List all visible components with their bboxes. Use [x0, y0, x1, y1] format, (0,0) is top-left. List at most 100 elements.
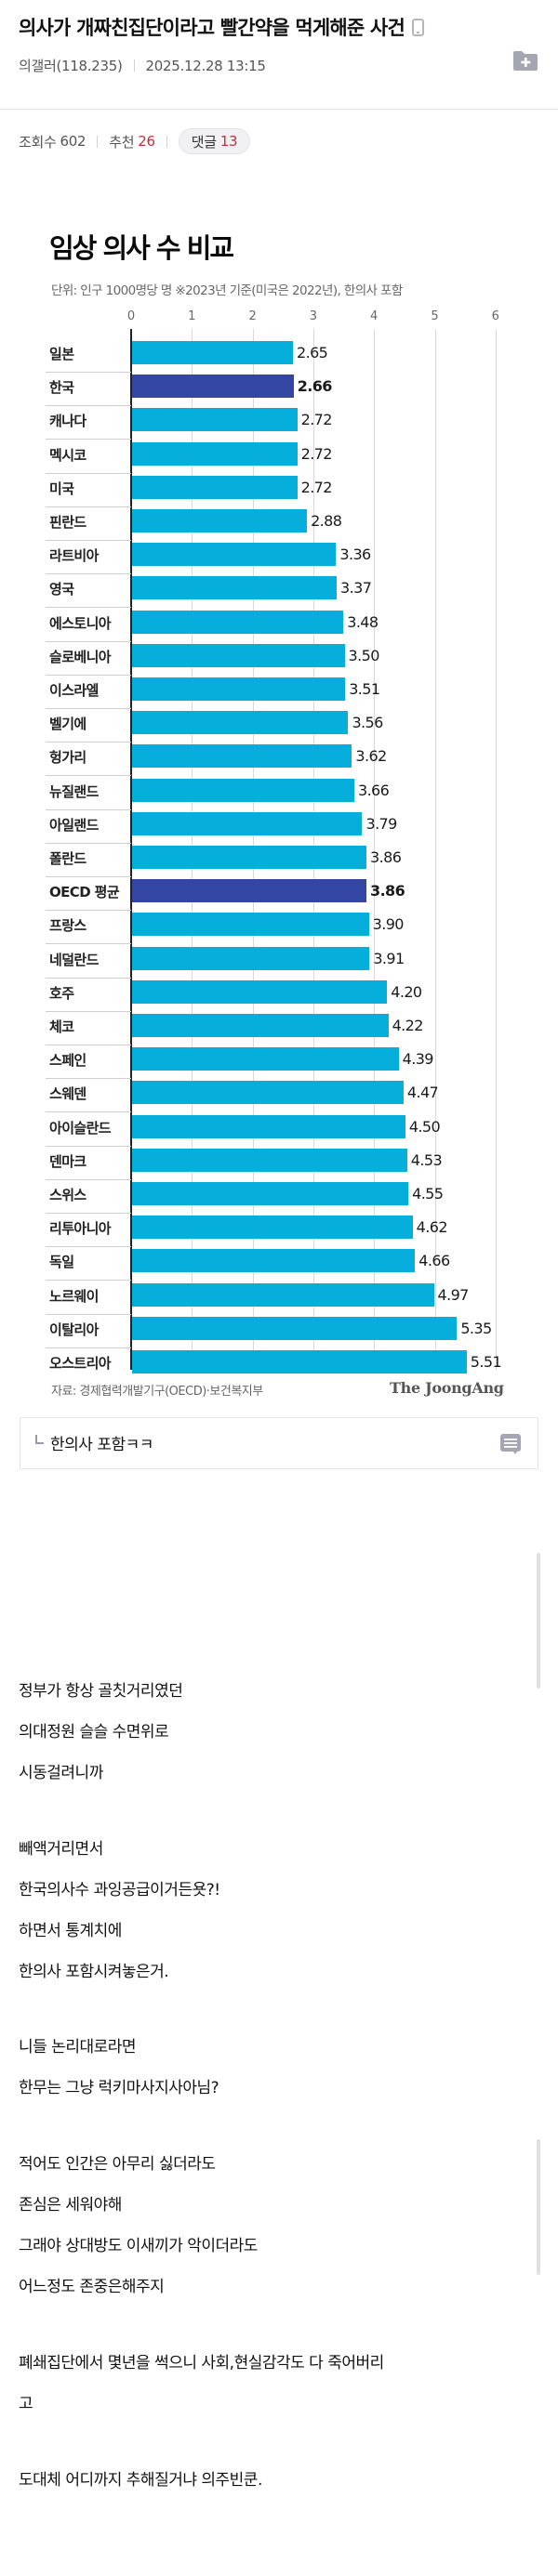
chart-row: 한국 2.66	[23, 372, 525, 407]
post-stats: 조회수 602 추천 26 댓글 13	[19, 128, 251, 154]
value-label: 3.62	[355, 747, 387, 766]
body-line: 그래야 상대방도 이새끼가 악이더라도	[19, 2237, 258, 2255]
chart-row: 영국 3.37	[23, 573, 525, 609]
scroll-grip[interactable]	[537, 1553, 540, 1689]
value-label: 3.91	[373, 949, 405, 967]
x-tick-label: 3	[309, 309, 318, 323]
comment-icon[interactable]	[499, 1433, 522, 1455]
bar	[132, 946, 370, 970]
views-label: 조회수	[19, 133, 57, 151]
bar	[132, 1282, 434, 1307]
category-label: 벨기에	[49, 716, 86, 733]
header-divider	[0, 109, 558, 110]
chart-row: 스페인 4.39	[23, 1045, 525, 1080]
folder-plus-button[interactable]	[512, 49, 539, 72]
comments-button[interactable]: 댓글 13	[178, 128, 251, 154]
value-label: 3.56	[352, 714, 383, 732]
category-label: 미국	[49, 480, 74, 497]
value-label: 4.55	[412, 1185, 444, 1203]
reply-arrow-icon	[35, 1435, 44, 1444]
body-line: 한의사 포함시켜놓은거.	[19, 1963, 169, 1981]
category-label: 스페인	[49, 1052, 86, 1070]
x-tick-label: 1	[188, 309, 196, 323]
category-label: 이탈리아	[49, 1321, 99, 1338]
bar	[132, 1047, 399, 1071]
x-tick-label: 5	[431, 309, 439, 323]
chart-row: 체코 4.22	[23, 1011, 525, 1045]
author-name[interactable]: 의갤러(118.235)	[19, 58, 123, 74]
chart-row: 호주 4.20	[23, 978, 525, 1012]
category-label: 프랑스	[49, 917, 86, 935]
row-separator	[46, 742, 131, 743]
bar	[132, 543, 337, 567]
row-separator	[46, 1111, 131, 1113]
category-label: 아이슬란드	[49, 1119, 112, 1137]
bar	[132, 610, 344, 634]
gridline	[434, 329, 436, 1370]
category-label: 에스토니아	[49, 614, 112, 632]
row-separator	[46, 540, 131, 541]
body-line: 니들 논리대로라면	[19, 2038, 137, 2057]
value-label: 3.66	[357, 781, 390, 799]
reply-comment-text: 한의사 포함ㅋㅋ	[50, 1436, 153, 1454]
category-label: 핀란드	[49, 514, 86, 531]
bar	[132, 879, 367, 903]
category-label: 영국	[49, 581, 74, 598]
value-label: 3.36	[339, 545, 371, 564]
value-label: 2.72	[300, 478, 333, 496]
row-separator	[46, 1010, 131, 1012]
chart-row: 멕시코 2.72	[23, 440, 525, 474]
chart-subtitle: 단위: 인구 1000명당 명 ※2023년 기준(미국은 2022년), 한의…	[51, 283, 403, 298]
category-label: 네덜란드	[49, 951, 99, 968]
bar	[132, 1148, 407, 1172]
bar	[132, 744, 352, 769]
row-separator	[46, 977, 131, 979]
category-label: 헝가리	[49, 749, 86, 767]
body-line: 적어도 인간은 아무리 싫더라도	[19, 2155, 216, 2174]
category-label: 캐나다	[49, 413, 86, 430]
chart-row: 리투아니아 4.62	[23, 1213, 525, 1248]
views-count: 602	[60, 133, 86, 150]
chart-row: 미국 2.72	[23, 473, 525, 507]
bar	[132, 1114, 405, 1138]
recommend-count: 26	[138, 133, 155, 150]
folder-plus-icon	[513, 51, 538, 71]
body-line: 어느정도 존중은해주지	[19, 2278, 165, 2296]
bar	[132, 711, 349, 735]
x-tick-label: 0	[126, 309, 136, 323]
category-label: 이스라엘	[49, 682, 99, 699]
chart-row: 오스트리아 5.51	[23, 1347, 525, 1381]
row-separator	[46, 472, 131, 474]
value-label: 3.90	[372, 915, 405, 934]
body-line: 빼액거리면서	[19, 1840, 103, 1859]
joongang-logo: The JoongAng	[390, 1379, 504, 1397]
body-line: 한국의사수 과잉공급이거든욧?!	[19, 1881, 220, 1899]
value-label: 3.86	[370, 882, 405, 900]
category-label: 호주	[49, 984, 74, 1002]
bar	[132, 1316, 458, 1340]
chart-row: 라트비아 3.36	[23, 540, 525, 575]
category-label: 독일	[49, 1254, 74, 1271]
chart-row: 캐나다 2.72	[23, 405, 525, 440]
value-label: 4.53	[410, 1150, 443, 1169]
reply-comment-box[interactable]: 한의사 포함ㅋㅋ	[20, 1417, 538, 1469]
value-label: 4.66	[418, 1252, 450, 1270]
value-label: 3.86	[370, 848, 402, 866]
body-line: 하면서 통계치에	[19, 1922, 122, 1940]
post-title: 의사가 개짜친집단이라고 빨간약을 먹게해준 사건	[19, 13, 539, 41]
x-tick-label: 2	[248, 309, 257, 323]
bar	[132, 811, 363, 835]
row-separator	[46, 1213, 131, 1214]
category-label: 덴마크	[49, 1152, 86, 1170]
body-line: 존심은 세워야해	[19, 2196, 122, 2215]
body-line: 시동걸려니까	[19, 1764, 103, 1782]
recommend-label: 추천	[109, 133, 135, 151]
x-tick-label: 6	[491, 309, 499, 323]
row-separator	[46, 607, 131, 609]
gridline	[374, 329, 376, 1370]
value-label: 4.39	[402, 1050, 434, 1069]
bar	[132, 375, 294, 399]
scroll-grip[interactable]	[537, 2139, 540, 2275]
bar	[132, 677, 346, 701]
chart-row: OECD 평균 3.86	[23, 876, 525, 912]
